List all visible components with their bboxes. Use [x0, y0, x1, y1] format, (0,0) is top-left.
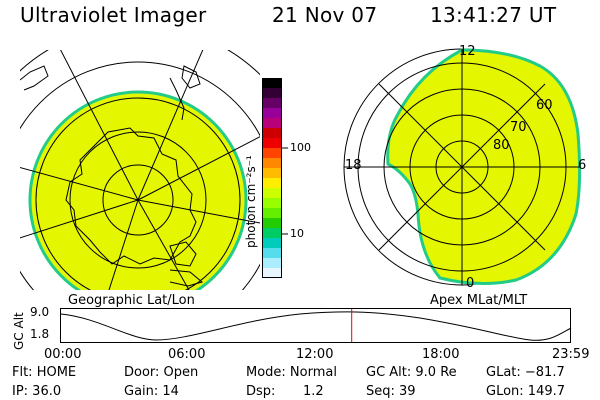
seq-status: Seq: 39 — [366, 384, 416, 399]
altitude-plot-frame — [60, 308, 571, 343]
magnetic-map — [343, 48, 582, 286]
colorbar-segment — [262, 178, 282, 189]
colorbar-segment — [262, 138, 282, 149]
time-tick-2: 12:00 — [296, 347, 334, 362]
altitude-curve — [60, 311, 572, 341]
mlt-label-18: 18 — [345, 158, 362, 173]
altitude-plot — [60, 308, 572, 343]
colorbar-unit-label: photon cm⁻²s⁻¹ — [244, 155, 258, 248]
time-tick-1: 06:00 — [168, 347, 206, 362]
time-tick-0: 00:00 — [44, 347, 82, 362]
colorbar-frame — [262, 78, 282, 278]
mlat-label-80: 80 — [493, 138, 510, 153]
colorbar-segment — [262, 118, 282, 129]
coastlines — [20, 65, 204, 287]
dsp-value: 1.2 — [303, 384, 324, 399]
colorbar-segment — [262, 248, 282, 259]
right-map-caption: Apex MLat/MLT — [430, 293, 528, 308]
mlat-label-70: 70 — [510, 120, 527, 135]
latitude-grid — [20, 50, 260, 290]
mlat-label-60: 60 — [536, 98, 553, 113]
left-map-caption: Geographic Lat/Lon — [68, 293, 195, 308]
instrument-title: Ultraviolet Imager — [20, 3, 207, 27]
colorbar-segment — [262, 168, 282, 179]
colorbar-segment — [262, 228, 282, 239]
mlt-label-12: 12 — [459, 44, 476, 59]
time-tick-3: 18:00 — [422, 347, 460, 362]
colorbar-segment — [262, 158, 282, 169]
date-label: 21 Nov 07 — [272, 3, 378, 27]
colorbar-segment — [262, 268, 282, 279]
colorbar-scale — [262, 78, 282, 279]
dsp-label: Dsp: — [246, 384, 276, 399]
time-tick-4: 23:59 — [552, 347, 590, 362]
mlt-label-0: 0 — [466, 276, 475, 291]
colorbar-segment — [262, 98, 282, 109]
door-status: Door: Open — [124, 365, 199, 380]
altitude-tick-high: 9.0 — [30, 305, 50, 319]
gc-alt-status: GC Alt: 9.0 Re — [366, 365, 457, 380]
longitude-grid — [20, 50, 260, 290]
colorbar-tick-label-100: 100 — [290, 141, 311, 154]
altitude-tick-low: 1.8 — [30, 327, 50, 341]
colorbar-segment — [262, 148, 282, 159]
altitude-axis-label: GC Alt — [12, 312, 26, 350]
colorbar-segment — [262, 208, 282, 219]
mlt-grid — [344, 49, 580, 285]
colorbar-segment — [262, 238, 282, 249]
colorbar-tick-label-10: 10 — [290, 227, 304, 240]
colorbar-segment — [262, 108, 282, 119]
glon-status: GLon: 149.7 — [486, 384, 566, 399]
colorbar-segment — [262, 78, 282, 89]
ip-status: IP: 36.0 — [12, 384, 62, 399]
colorbar-segment — [262, 258, 282, 269]
colorbar-segment — [262, 88, 282, 99]
colorbar-segment — [262, 218, 282, 229]
mlt-label-6: 6 — [578, 158, 587, 173]
mode-status: Mode: Normal — [246, 365, 337, 380]
gain-status: Gain: 14 — [124, 384, 179, 399]
colorbar-segment — [262, 188, 282, 199]
colorbar-segment — [262, 198, 282, 209]
aurora-image — [28, 90, 248, 290]
time-label: 13:41:27 UT — [430, 3, 557, 27]
filter-status: Flt: HOME — [12, 365, 77, 380]
glat-status: GLat: −81.7 — [486, 365, 565, 380]
geographic-map — [20, 50, 260, 290]
colorbar-segment — [262, 128, 282, 139]
colorbar — [262, 78, 288, 279]
